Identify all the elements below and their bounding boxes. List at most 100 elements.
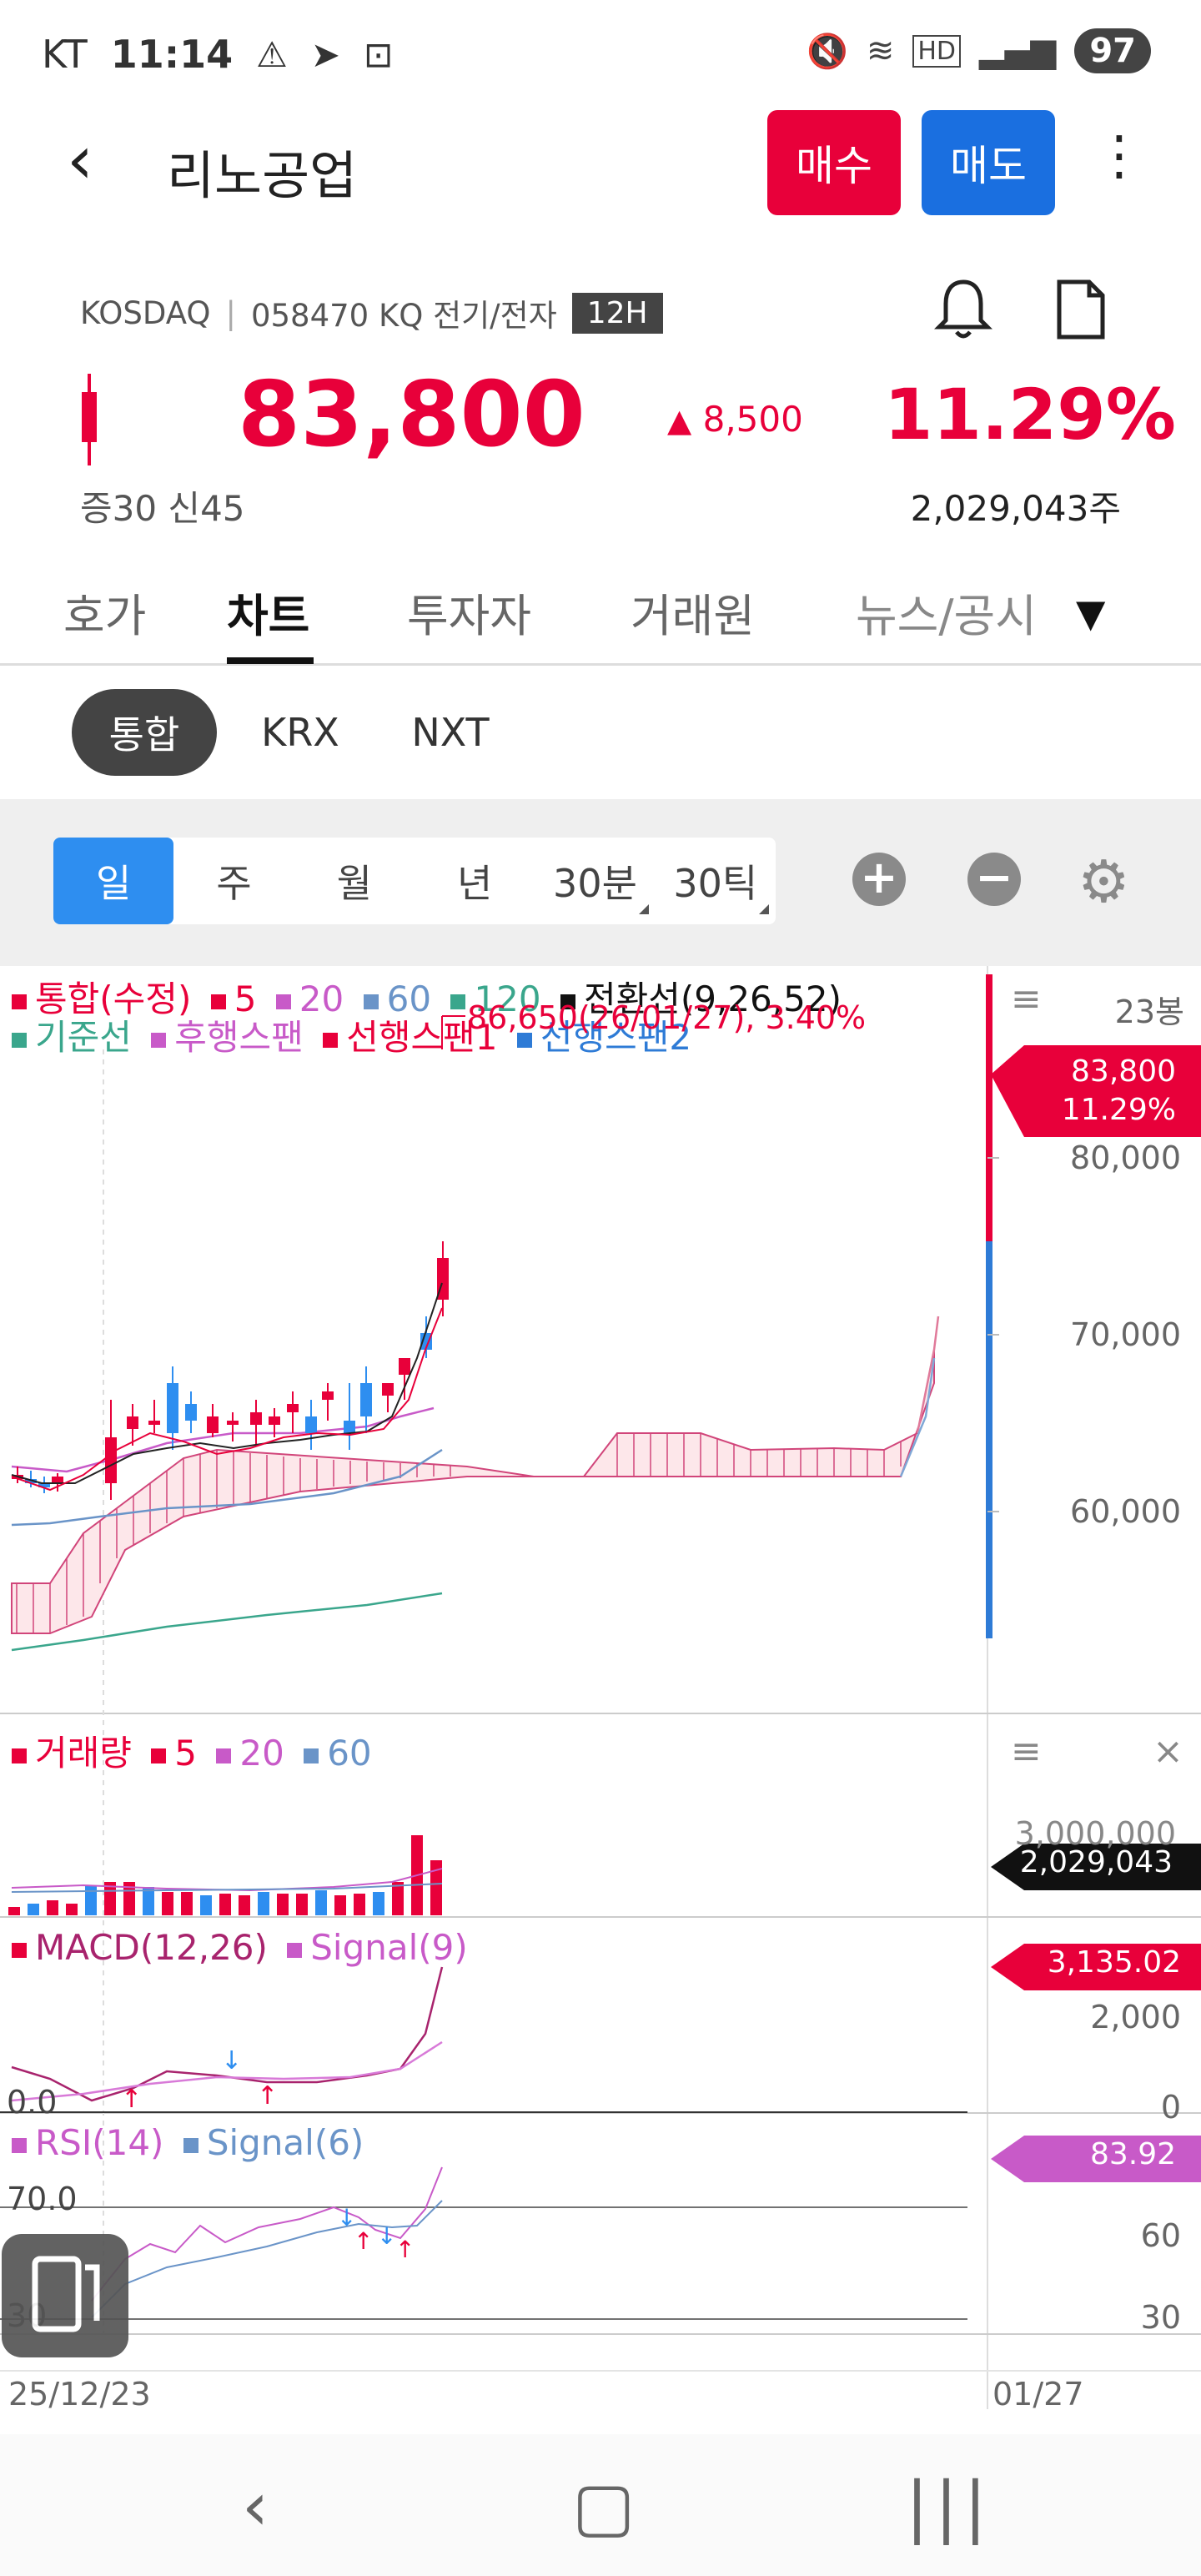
svg-text:↑: ↑ (121, 2085, 142, 2114)
candle-body (185, 1404, 197, 1421)
more-menu-icon[interactable]: ⋮ (1093, 125, 1146, 187)
tab-broker[interactable]: 거래원 (631, 590, 756, 642)
volume-bar (85, 1885, 97, 1915)
legend-vol-ma20: 20 (216, 1733, 284, 1774)
price-axis-80000: 80,000 (1070, 1140, 1181, 1176)
period-30tick-label: 30틱 (673, 861, 758, 906)
candle-icon (82, 374, 97, 465)
period-30tick[interactable]: 30틱 (656, 838, 776, 924)
zoom-out-icon[interactable]: − (967, 853, 1021, 906)
price-axis-60000: 60,000 (1070, 1493, 1181, 1530)
nav-home-icon[interactable]: ▢ (572, 2468, 636, 2545)
bar-count: 23봉 (1114, 994, 1184, 1030)
macd-zero-label: 0.0 (7, 2084, 58, 2121)
menu-lines-icon[interactable]: ≡ (1011, 978, 1042, 1020)
settings-gear-icon[interactable]: ⚙ (1078, 848, 1130, 916)
tab-chart[interactable]: 차트 (227, 590, 310, 642)
candle-body (269, 1416, 280, 1425)
period-30min[interactable]: 30분 (535, 838, 655, 924)
period-year[interactable]: 년 (456, 861, 493, 906)
close-panel-icon[interactable]: × (1153, 1730, 1183, 1773)
candle-body (127, 1416, 138, 1429)
tab-orderbook[interactable]: 호가 (63, 590, 147, 642)
volume-menu-icon[interactable]: ≡ (1011, 1730, 1042, 1773)
candle-body (344, 1421, 355, 1433)
candle-body (360, 1383, 372, 1416)
tab-news[interactable]: 뉴스/공시 (856, 590, 1037, 642)
legend-lagging: 후행스팬 (151, 1009, 304, 1060)
volume-axis-label: 3,000,000 (1014, 1815, 1176, 1852)
chart-area[interactable]: ↑ ↓ ↑ ↓ ↑ ↓ ↑ 통합(수정) 5 20 60 1 (0, 966, 1201, 2434)
copy-window-icon (32, 2256, 100, 2332)
volume-bar (239, 1895, 250, 1915)
legend-lead1: 선행스팬1 (323, 1009, 498, 1060)
ichimoku-cloud (11, 1316, 940, 1634)
volume-bar (143, 1887, 154, 1915)
legend-rsi-signal: Signal(6) (183, 2122, 364, 2163)
chart-canvas[interactable]: ↑ ↓ ↑ ↓ ↑ ↓ ↑ (0, 966, 1201, 2434)
legend-lagging-label: 후행스팬 (174, 1017, 304, 1058)
current-rate-tag: 11.29% (1061, 1093, 1176, 1127)
volume-bar (315, 1890, 327, 1915)
up-triangle-icon: ▲ (667, 402, 692, 439)
candle-body (399, 1358, 410, 1375)
legend-macd-label: MACD(12,26) (35, 1927, 268, 1968)
legend-vol-ma60-label: 60 (327, 1733, 372, 1774)
battery-indicator: 97 (1074, 28, 1151, 73)
rsi-axis-60: 60 (1140, 2217, 1181, 2254)
candle-body (287, 1404, 299, 1412)
legend-main-label: 통합(수정) (35, 979, 192, 1019)
volume-bar (296, 1894, 308, 1915)
legend-base: 기준선 (12, 1009, 132, 1060)
rsi-tag: 83.92 (1089, 2137, 1176, 2171)
volume-legend: 거래량 5 20 60 (12, 1725, 372, 1776)
market-name: KOSDAQ (80, 294, 211, 331)
nav-back-icon[interactable]: ‹ (242, 2468, 269, 2545)
nav-recents-icon[interactable]: ||| (906, 2468, 993, 2545)
rsi-signal-arrows: ↓ ↑ ↓ ↑ (337, 2204, 415, 2263)
candle-body (105, 1437, 117, 1483)
volume-bar (430, 1860, 442, 1915)
candle-body (167, 1383, 178, 1433)
candle-body (382, 1383, 394, 1396)
exchange-integrated[interactable]: 통합 (72, 689, 217, 776)
svg-text:↑: ↑ (354, 2227, 373, 2255)
app-header: ‹ 리노공업 매수 매도 ⋮ (0, 100, 1201, 225)
document-icon[interactable] (1054, 279, 1108, 340)
period-week[interactable]: 주 (216, 861, 252, 906)
screenshot-icon: ⊡ (364, 33, 394, 75)
telegram-icon: ➤ (310, 33, 340, 75)
candle-body (207, 1416, 219, 1433)
date-start: 25/12/23 (8, 2376, 151, 2412)
exchange-nxt[interactable]: NXT (411, 710, 490, 755)
legend-lead2: 선행스팬2 (516, 1009, 692, 1060)
date-end: 01/27 (992, 2376, 1084, 2412)
exchange-krx[interactable]: KRX (261, 710, 339, 755)
legend-main: 통합(수정) (12, 971, 191, 1022)
period-day[interactable]: 일 (53, 838, 174, 924)
sell-button[interactable]: 매도 (922, 110, 1055, 215)
current-price: 83,800 (238, 363, 585, 467)
candle-body (52, 1477, 63, 1483)
volume-bar (66, 1904, 78, 1915)
legend-macd: MACD(12,26) (12, 1927, 268, 1968)
warning-icon: ⚠ (256, 33, 288, 75)
floating-window-button[interactable] (2, 2234, 128, 2357)
hd-icon: HD (912, 34, 962, 68)
svg-text:↓: ↓ (377, 2222, 396, 2250)
legend-lead2-label: 선행스팬2 (540, 1017, 692, 1058)
tab-investor[interactable]: 투자자 (407, 590, 532, 642)
zoom-in-icon[interactable]: + (852, 853, 906, 906)
trade-volume: 2,029,043주 (910, 488, 1121, 529)
period-month[interactable]: 월 (336, 861, 372, 906)
dropdown-arrow-icon[interactable]: ▼ (1076, 591, 1106, 636)
legend-ma120: 120 (450, 979, 541, 1019)
buy-button[interactable]: 매수 (767, 110, 901, 215)
bell-icon[interactable] (934, 275, 992, 342)
volume-bar (219, 1894, 231, 1915)
back-arrow-icon[interactable]: ‹ (67, 121, 93, 199)
svg-text:↑: ↑ (257, 2081, 278, 2111)
signal-icon: ▂▄▆ (979, 32, 1057, 70)
legend-vol-ma5: 5 (151, 1733, 197, 1774)
candle-body (322, 1391, 334, 1400)
